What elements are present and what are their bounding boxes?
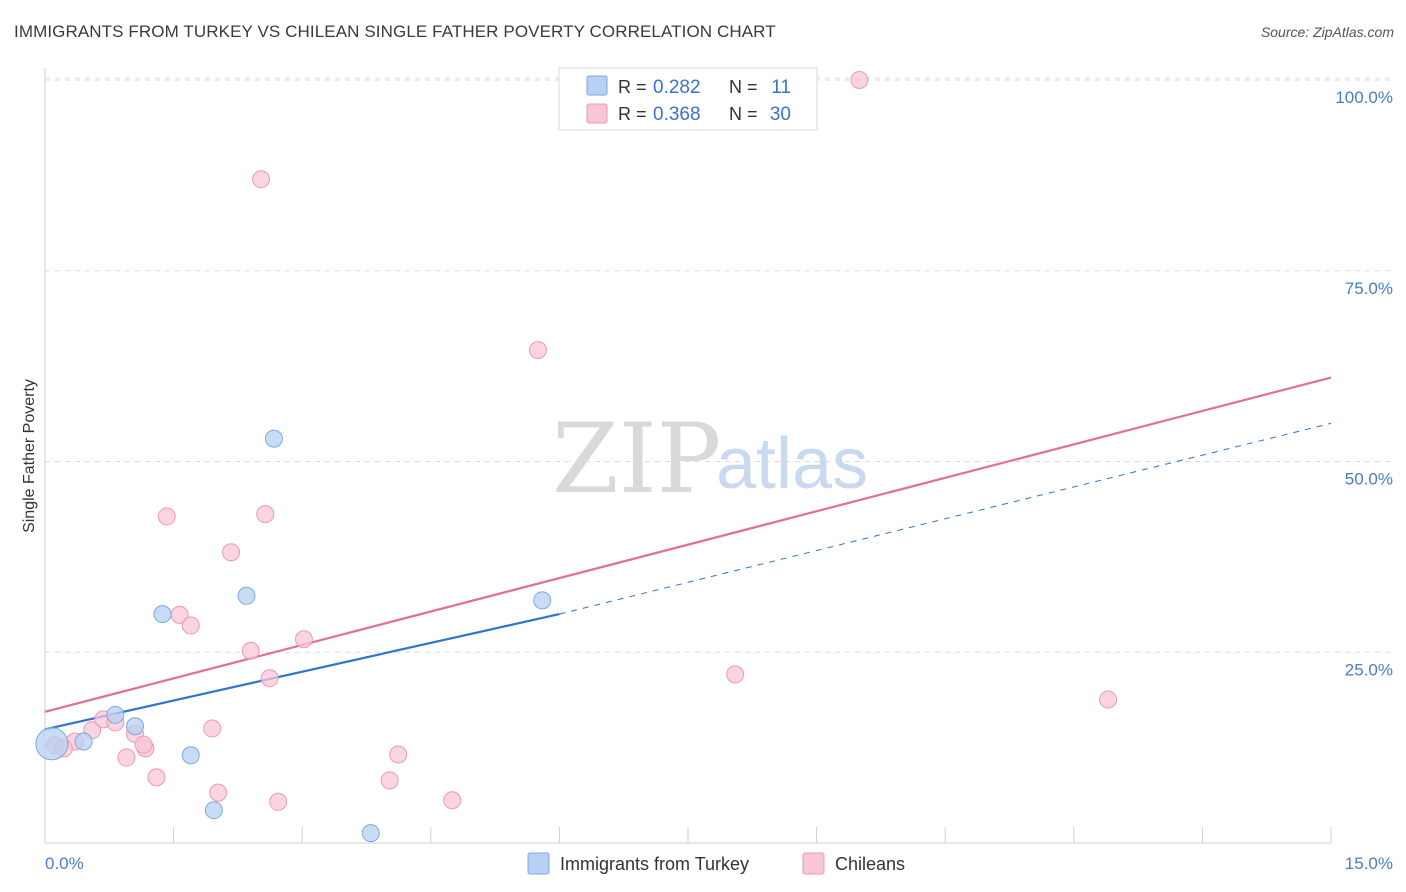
legend-n-label-1: N = — [729, 77, 758, 97]
point-turkey-4 — [153, 605, 172, 624]
point-chileans-24 — [528, 341, 547, 360]
watermark-zip: ZIP — [552, 403, 721, 515]
y-tick-labels: 25.0% 50.0% 75.0% 100.0% — [1335, 88, 1393, 679]
series-legend-label-chileans: Chileans — [835, 854, 905, 874]
point-chileans-16 — [256, 505, 275, 524]
series-legend-swatch-chileans — [802, 852, 825, 875]
y-tick-label-75: 75.0% — [1345, 279, 1393, 298]
series-legend: Immigrants from Turkey Chileans — [527, 852, 905, 875]
watermark-atlas: atlas — [716, 424, 868, 504]
point-turkey-5 — [181, 746, 200, 765]
point-chileans-27 — [1099, 690, 1118, 709]
trend-lines — [44, 376, 1332, 731]
legend-n-value-2: 30 — [770, 104, 791, 125]
y-tick-label-50: 50.0% — [1345, 470, 1393, 489]
y-axis-title: Single Father Poverty — [21, 379, 38, 533]
legend-r-label-2: R = — [618, 104, 647, 124]
legend-swatch-blue — [586, 75, 608, 96]
chart-title: IMMIGRANTS FROM TURKEY VS CHILEAN SINGLE… — [14, 22, 776, 41]
point-turkey-1 — [74, 732, 93, 751]
point-turkey-8 — [264, 429, 283, 448]
trend-line-chileans — [44, 376, 1332, 713]
trend-line-turkey — [44, 613, 560, 731]
trend-line-turkey-extrapolated — [559, 422, 1332, 615]
point-chileans-22 — [389, 745, 408, 764]
x-ticks — [44, 827, 1332, 843]
legend-r-value-2: 0.368 — [653, 104, 701, 125]
point-chileans-9 — [157, 507, 176, 526]
point-chileans-11 — [181, 616, 200, 635]
point-chileans-18 — [252, 170, 271, 189]
point-chileans-23 — [443, 791, 462, 810]
point-chileans-21 — [380, 771, 399, 790]
point-turkey-3 — [126, 717, 145, 736]
source-label: Source: ZipAtlas.com — [1260, 24, 1394, 40]
point-chileans-19 — [269, 792, 288, 811]
y-tick-label-25: 25.0% — [1345, 660, 1393, 679]
point-turkey-9 — [361, 824, 380, 843]
point-chileans-5 — [117, 748, 136, 767]
point-chileans-14 — [222, 543, 241, 562]
legend-n-label-2: N = — [729, 104, 758, 124]
point-chileans-12 — [203, 719, 222, 738]
point-chileans-25 — [726, 665, 745, 684]
point-chileans-17 — [260, 669, 279, 688]
point-chileans-26 — [850, 71, 869, 89]
series-legend-label-turkey: Immigrants from Turkey — [560, 854, 749, 874]
point-turkey-10 — [533, 591, 552, 610]
series-legend-swatch-turkey — [527, 852, 550, 875]
y-tick-label-100: 100.0% — [1335, 88, 1393, 107]
point-turkey-7 — [237, 586, 256, 605]
gridlines — [45, 77, 1393, 653]
legend-swatch-pink — [586, 103, 608, 124]
legend-n-value-1: 11 — [771, 77, 791, 98]
stats-legend: R = 0.282 N = 11 R = 0.368 N = 30 — [558, 67, 818, 131]
x-tick-label-min: 0.0% — [45, 854, 84, 873]
legend-r-label-1: R = — [618, 77, 647, 97]
point-chileans-13 — [209, 783, 228, 802]
point-chileans-29 — [134, 735, 153, 754]
data-points — [35, 71, 1118, 843]
point-chileans-8 — [147, 768, 166, 787]
point-turkey-6 — [204, 801, 223, 820]
point-chileans-15 — [241, 641, 260, 660]
legend-r-value-1: 0.282 — [653, 77, 701, 98]
point-turkey-0 — [35, 727, 69, 761]
point-chileans-20 — [294, 630, 313, 649]
x-tick-label-max: 15.0% — [1345, 854, 1393, 873]
point-turkey-2 — [106, 705, 125, 724]
